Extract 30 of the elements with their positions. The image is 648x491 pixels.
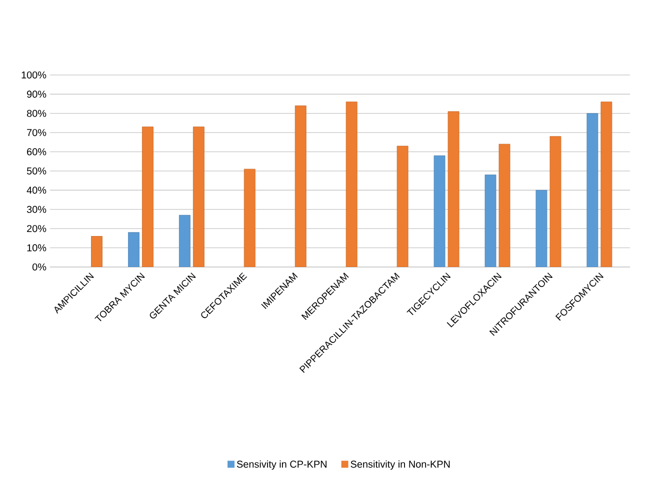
bar: [91, 236, 102, 267]
bar: [142, 126, 154, 267]
y-tick-label: 30%: [26, 206, 46, 213]
y-tick-label: 60%: [27, 148, 46, 156]
bar: [536, 190, 548, 267]
bar: [178, 214, 190, 267]
y-tick-label: 0%: [32, 263, 46, 271]
bar: [484, 174, 496, 267]
bar: [244, 168, 256, 267]
bar: [434, 155, 446, 267]
bar: [192, 126, 204, 267]
y-tick-label: 50%: [26, 167, 46, 175]
bar: [448, 111, 460, 267]
bar: [586, 113, 598, 267]
bar: [294, 106, 306, 267]
bar: [128, 232, 140, 267]
y-tick-label: 100%: [22, 71, 46, 79]
legend-label: Sensivity in CP-KPN: [236, 460, 326, 470]
y-tick-label: 80%: [26, 110, 46, 117]
y-tick-label: 40%: [26, 186, 46, 194]
y-tick-label: 20%: [27, 225, 46, 232]
y-tick-label: 10%: [27, 244, 46, 252]
bar: [600, 102, 612, 267]
y-tick-label: 90%: [27, 90, 46, 98]
legend-label: Sensitivity in Non-KPN: [350, 460, 450, 470]
bar: [498, 144, 510, 267]
bar: [550, 136, 562, 267]
bar: [346, 102, 358, 267]
bar: [396, 146, 408, 267]
y-tick-label: 70%: [27, 129, 46, 136]
